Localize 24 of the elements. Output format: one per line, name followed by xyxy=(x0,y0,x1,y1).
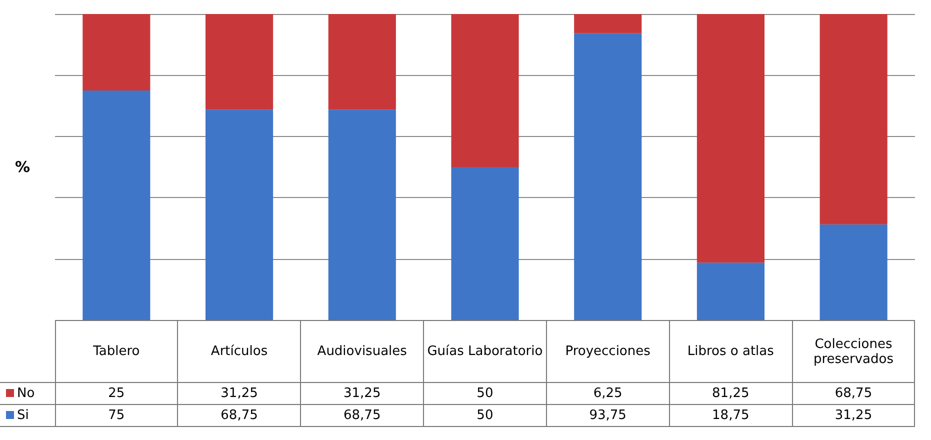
x-tick-label: Audiovisuales xyxy=(300,320,424,382)
data-label: 68,75 xyxy=(300,404,424,426)
data-label: 6,25 xyxy=(546,382,670,404)
x-tick-label: Tablero xyxy=(55,320,178,382)
data-label: 81,25 xyxy=(669,382,792,404)
y-axis-title: % xyxy=(14,158,30,176)
data-label: 25 xyxy=(55,382,178,404)
x-tick-label: Artículos xyxy=(178,320,301,382)
x-tick-label: Guías Laboratorio xyxy=(424,320,546,382)
data-label: 75 xyxy=(55,404,178,426)
x-tick-label: Colecciones preservados xyxy=(792,320,915,382)
x-tick-label: Proyecciones xyxy=(546,320,670,382)
data-label: 68,75 xyxy=(178,404,301,426)
data-label: 31,25 xyxy=(178,382,301,404)
data-label: 31,25 xyxy=(792,404,915,426)
data-label: 93,75 xyxy=(546,404,670,426)
data-label: 50 xyxy=(424,382,546,404)
legend-label: No xyxy=(0,382,55,404)
x-tick-label: Libros o atlas xyxy=(669,320,792,382)
data-label: 18,75 xyxy=(669,404,792,426)
data-label: 50 xyxy=(424,404,546,426)
legend-label: Si xyxy=(0,404,55,426)
data-label: 68,75 xyxy=(792,382,915,404)
data-label: 31,25 xyxy=(300,382,424,404)
